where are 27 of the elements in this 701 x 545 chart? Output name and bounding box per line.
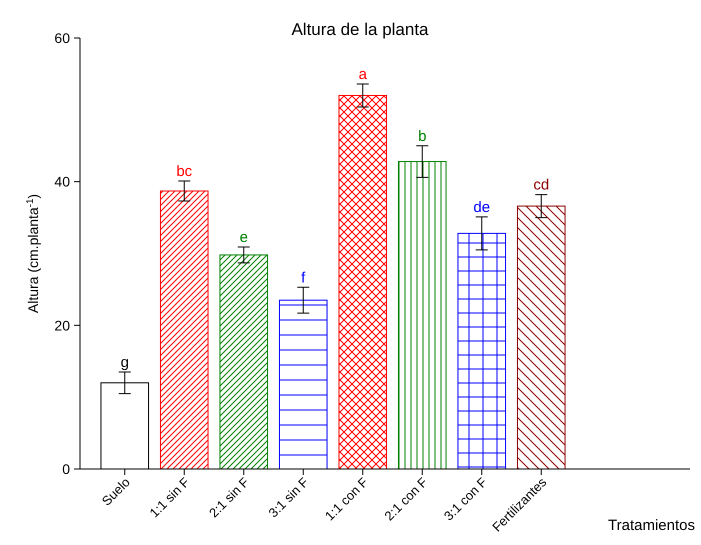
x-tick-label: 1:1 sin F bbox=[146, 474, 192, 520]
x-tick-label: 3:1 con F bbox=[440, 474, 490, 524]
y-tick-label: 40 bbox=[54, 174, 70, 190]
x-tick-label: 3:1 sin F bbox=[266, 474, 312, 520]
x-axis-title: Tratamientos bbox=[608, 517, 695, 534]
annotation: b bbox=[418, 128, 426, 145]
bar bbox=[219, 254, 268, 470]
x-tick-label: 2:1 con F bbox=[381, 474, 430, 524]
y-tick-label: 0 bbox=[62, 461, 70, 477]
bar bbox=[398, 161, 447, 470]
annotation: bc bbox=[176, 162, 193, 180]
y-tick-label: 20 bbox=[54, 317, 70, 334]
bar bbox=[338, 94, 388, 470]
bar bbox=[278, 300, 328, 470]
annotation: a bbox=[358, 66, 368, 83]
chart-title: Altura de la planta bbox=[291, 20, 430, 39]
annotation: e bbox=[240, 229, 248, 246]
annotation: g bbox=[120, 354, 129, 372]
bar bbox=[160, 190, 209, 470]
x-tick-label: 1:1 con F bbox=[322, 474, 371, 524]
annotation: de bbox=[473, 198, 490, 216]
bar bbox=[457, 232, 506, 470]
annotation: f bbox=[301, 269, 306, 286]
x-tick-label: 2:1 sin F bbox=[206, 474, 252, 520]
y-tick-label: 60 bbox=[54, 30, 70, 46]
annotation: cd bbox=[533, 176, 550, 194]
bar bbox=[516, 206, 566, 470]
